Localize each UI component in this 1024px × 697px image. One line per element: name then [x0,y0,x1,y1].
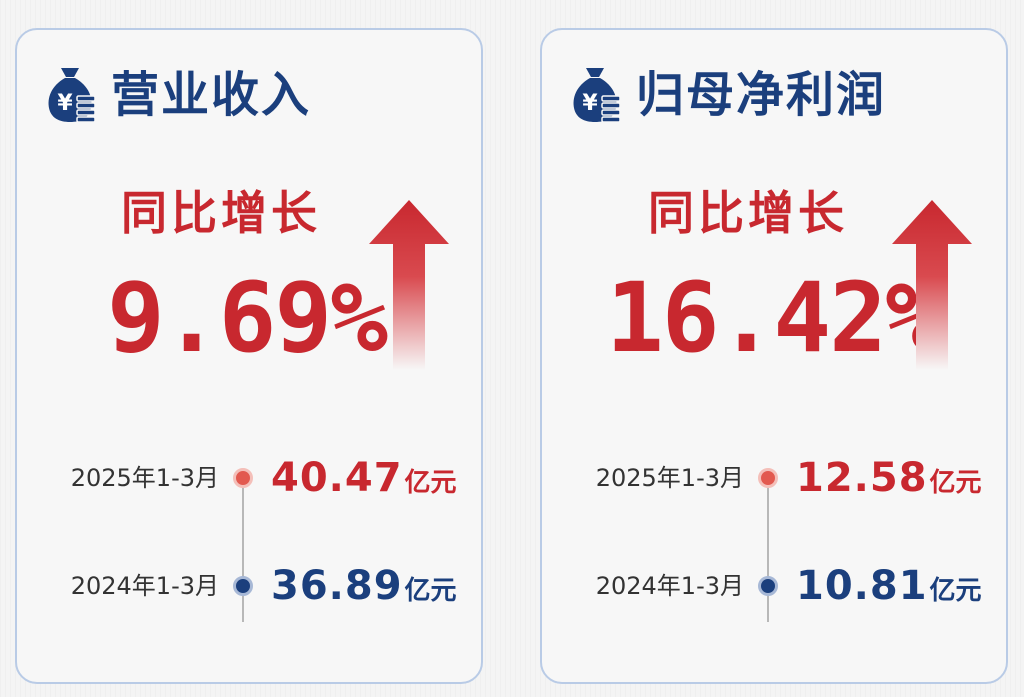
timeline-line [242,482,244,622]
period-row-prior: 2024年1-3月 36.89亿元 [17,566,481,608]
growth-label: 同比增长 [121,186,321,240]
amount-unit: 亿元 [404,576,457,606]
svg-text:¥: ¥ [57,91,73,116]
svg-text:¥: ¥ [582,91,598,116]
period-label: 2024年1-3月 [70,572,219,600]
amount-number: 10.81 [796,563,928,609]
amount-number: 40.47 [271,455,403,501]
period-label: 2025年1-3月 [595,464,744,492]
card-title: 归母净利润 [636,67,887,123]
amount-number: 12.58 [796,455,928,501]
period-row-prior: 2024年1-3月 10.81亿元 [542,566,1006,608]
period-amount: 10.81亿元 [796,566,982,606]
up-arrow-icon [369,200,449,370]
amount-unit: 亿元 [929,576,982,606]
amount-unit: 亿元 [404,468,457,498]
period-amount: 40.47亿元 [271,458,457,498]
amount-unit: 亿元 [929,468,982,498]
period-label: 2025年1-3月 [70,464,219,492]
timeline-dot-current [233,468,253,488]
period-row-current: 2025年1-3月 40.47亿元 [17,458,481,500]
growth-value: 16.42% [606,262,943,374]
timeline-dot-prior [758,576,778,596]
growth-value: 9.69% [107,262,388,374]
period-label: 2024年1-3月 [595,572,744,600]
period-row-current: 2025年1-3月 12.58亿元 [542,458,1006,500]
net-profit-card: ¥ 归母净利润 同比增长 16.42% 2025年1-3月 12.58亿元 20… [540,28,1008,684]
card-header: ¥ 营业收入 [43,64,311,126]
growth-label: 同比增长 [648,186,848,240]
timeline-dot-prior [233,576,253,596]
revenue-card: ¥ 营业收入 同比增长 9.69% 2025年1-3月 40.47亿元 2024… [15,28,483,684]
period-amount: 12.58亿元 [796,458,982,498]
money-bag-yen-icon: ¥ [573,68,621,123]
up-arrow-icon [892,200,972,370]
card-title: 营业收入 [111,67,312,123]
amount-number: 36.89 [271,563,403,609]
timeline-line [767,482,769,622]
card-header: ¥ 归母净利润 [568,64,886,126]
money-bag-yen-icon: ¥ [48,68,96,123]
period-amount: 36.89亿元 [271,566,457,606]
timeline-dot-current [758,468,778,488]
